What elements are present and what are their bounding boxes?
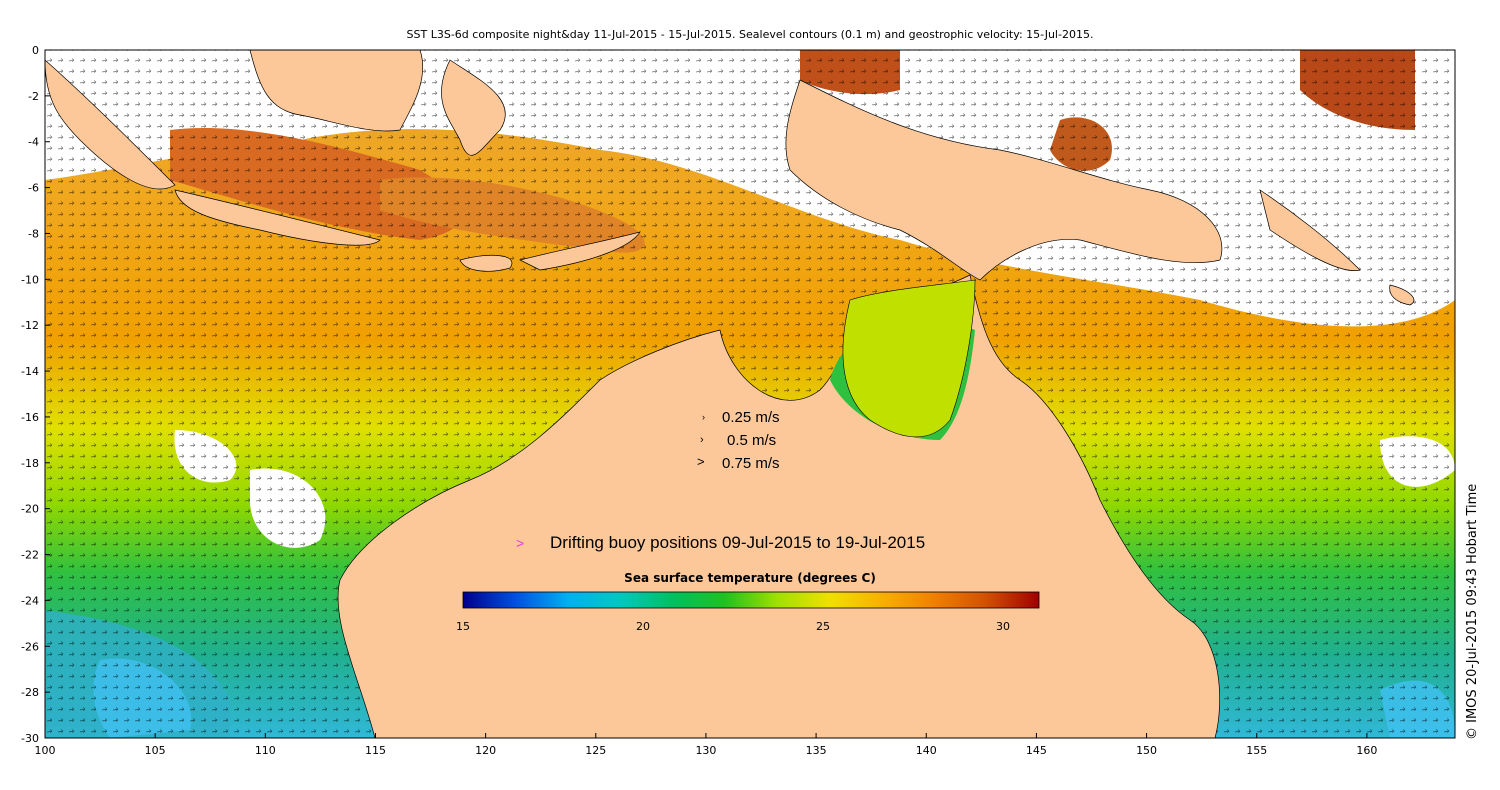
y-tick-label-6: -12	[21, 319, 39, 332]
x-tick-label-2: 110	[255, 744, 276, 757]
map-title: SST L3S-6d composite night&day 11-Jul-20…	[406, 28, 1094, 41]
gulf-of-carpentaria	[842, 279, 976, 438]
colorbar-tick-label-0: 15	[456, 620, 470, 633]
x-tick-label-11: 155	[1246, 744, 1267, 757]
y-tick-label-11: -22	[21, 549, 39, 562]
y-tick-label-2: -4	[28, 136, 39, 149]
y-tick-label-12: -24	[21, 594, 39, 607]
plot-frame	[44, 49, 1456, 739]
x-tick-label-3: 115	[365, 744, 386, 757]
buoy-marker: >	[516, 535, 524, 551]
x-tick-label-9: 145	[1026, 744, 1047, 757]
velocity-legend-label-1: 0.5 m/s	[727, 432, 776, 449]
x-tick-label-8: 140	[916, 744, 937, 757]
colorbar-title: Sea surface temperature (degrees C)	[624, 571, 876, 585]
buoy-legend: > Drifting buoy positions 09-Jul-2015 to…	[516, 533, 925, 552]
colorbar-tick-label-3: 30	[996, 620, 1010, 633]
y-tick-label-14: -28	[21, 686, 39, 699]
x-tick-label-1: 105	[145, 744, 166, 757]
y-tick-label-15: -30	[21, 732, 39, 745]
y-tick-label-8: -16	[21, 411, 39, 424]
y-tick-label-7: -14	[21, 365, 39, 378]
y-axis: 0 -2 -4 -6 -8 -10 -12 -14 -16 -18 -20 -22 -24 -26 -28 -…	[21, 44, 50, 745]
colorbar-ramp	[462, 591, 1040, 609]
colorbar-tick-label-2: 25	[816, 620, 830, 633]
y-tick-label-10: -20	[21, 503, 39, 516]
y-tick-label-5: -10	[21, 273, 39, 286]
velocity-legend-label-0: 0.25 m/s	[722, 409, 780, 426]
velocity-arrow-1: ›	[700, 434, 704, 446]
x-tick-label-5: 125	[585, 744, 606, 757]
land-masses	[44, 49, 1415, 739]
x-tick-label-7: 135	[806, 744, 827, 757]
x-tick-label-12: 160	[1356, 744, 1377, 757]
velocity-legend-label-2: 0.75 m/s	[722, 455, 780, 472]
y-tick-label-3: -6	[28, 182, 39, 195]
buoy-legend-label: Drifting buoy positions 09-Jul-2015 to 1…	[550, 533, 925, 552]
velocity-legend: › 0.25 m/s › 0.5 m/s > 0.75 m/s	[697, 409, 780, 472]
colorbar-tick-label-1: 20	[636, 620, 650, 633]
x-tick-label-0: 100	[35, 744, 56, 757]
x-tick-label-4: 120	[475, 744, 496, 757]
y-tick-label-0: 0	[32, 44, 39, 57]
velocity-arrow-0: ›	[702, 412, 705, 422]
x-tick-label-6: 130	[695, 744, 716, 757]
y-tick-label-4: -8	[28, 227, 39, 240]
y-tick-label-9: -18	[21, 457, 39, 470]
y-tick-label-1: -2	[28, 90, 39, 103]
x-tick-label-10: 150	[1136, 744, 1157, 757]
y-tick-label-13: -26	[21, 640, 39, 653]
x-axis: 100 105 110 115 120 125 130 135 140 145 150 155 160	[35, 733, 1377, 757]
credit-label: © IMOS 20-Jul-2015 09:43 Hobart Time	[1465, 483, 1480, 740]
colorbar: Sea surface temperature (degrees C) 15 20…	[456, 571, 1040, 633]
velocity-arrow-2: >	[697, 454, 705, 469]
